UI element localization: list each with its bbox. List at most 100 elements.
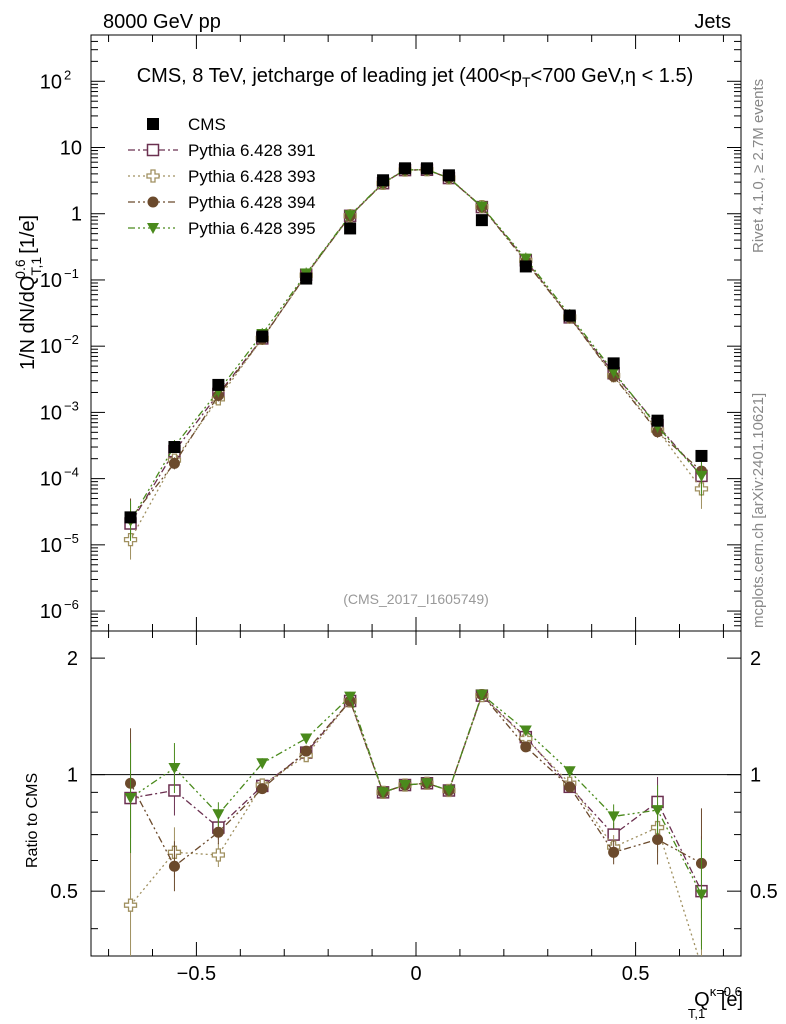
x-tick-label: −0.5: [177, 963, 216, 985]
ratio-series-3: [125, 689, 707, 919]
cms-point: [563, 309, 576, 322]
y-tick-exponent: −6: [64, 597, 79, 612]
cms-point: [420, 162, 433, 175]
ratio-y-tick-label-right: 0.5: [750, 881, 778, 903]
ratio-y-tick-label: 0.5: [50, 881, 78, 903]
ratio-y-tick-label: 2: [67, 648, 78, 670]
x-tick-label: 0.5: [622, 963, 650, 985]
ratio-series-group: [123, 688, 708, 972]
ratio-line: [130, 694, 703, 892]
ratio-point: [300, 733, 313, 745]
cms-point: [124, 511, 137, 524]
ratio-point: [399, 780, 412, 792]
series-line: [129, 169, 702, 540]
series-layer: [123, 162, 709, 560]
y-tick-label: 1: [71, 204, 82, 226]
cms-point: [168, 441, 181, 454]
ratio-point: [652, 833, 664, 845]
legend-label: CMS: [188, 115, 226, 134]
cms-point: [300, 272, 313, 285]
legend-item: Pythia 6.428 395: [128, 219, 316, 238]
ratio-point: [211, 848, 226, 862]
ratio-point: [300, 745, 312, 757]
y-tick-exponent: 2: [64, 67, 71, 82]
ratio-point: [256, 758, 269, 770]
ratio-point: [442, 785, 455, 797]
y-tick-label: 10: [40, 71, 62, 93]
ratio-point: [124, 793, 137, 805]
ratio-y-tick-label: 1: [67, 765, 78, 787]
chart-title: CMS, 8 TeV, jetcharge of leading jet (40…: [137, 65, 694, 90]
ratio-point: [475, 689, 488, 701]
ratio-point: [212, 826, 224, 838]
cms-point: [695, 449, 708, 462]
legend-marker: [147, 118, 159, 130]
ratio-point: [651, 805, 664, 817]
cms-point: [212, 378, 225, 391]
legend-marker: [146, 169, 160, 183]
ratio-point: [168, 763, 181, 775]
cms-point: [651, 414, 664, 427]
ratio-line: [130, 694, 699, 956]
y-tick-exponent: −5: [64, 531, 79, 546]
legend-label: Pythia 6.428 395: [188, 219, 316, 238]
ratio-point: [123, 898, 138, 912]
legend: CMS Pythia 6.428 391 Pythia 6.428 393 Pythi…: [128, 115, 316, 238]
legend-label: Pythia 6.428 393: [188, 167, 316, 186]
legend-item: Pythia 6.428 391: [128, 141, 316, 160]
ratio-point: [420, 778, 433, 790]
y-tick-label: 10: [40, 535, 62, 557]
legend-item: Pythia 6.428 393: [128, 167, 316, 186]
y-tick-exponent: −1: [64, 266, 79, 281]
cms-point: [399, 162, 412, 175]
series-point: [519, 253, 532, 265]
rivet-label: Rivet 4.1.0, ≥ 2.7M events: [750, 79, 767, 253]
y-tick-exponent: −4: [64, 465, 79, 480]
cms-point: [519, 260, 532, 273]
y-tick-label: 10: [60, 138, 82, 160]
ratio-y-tick-label-right: 1: [750, 765, 761, 787]
ratio-point: [608, 846, 620, 858]
legend-label: Pythia 6.428 394: [188, 193, 316, 212]
ratio-point: [695, 889, 708, 901]
ratio-y-tick-label-right: 2: [750, 648, 761, 670]
ratio-series-4: [124, 689, 708, 950]
ratio-line: [130, 693, 703, 895]
legend-marker: [146, 143, 160, 157]
y-axis-label: 1/N dN/dQT,10.6 [1/e]: [12, 215, 44, 370]
ratio-point: [695, 960, 707, 972]
series-point: [695, 470, 708, 482]
ratio-point: [256, 783, 268, 795]
ratio-panel-frame: [90, 630, 742, 957]
y-tick-label: 10: [40, 270, 62, 292]
cms-point: [344, 222, 357, 235]
y-tick-exponent: −3: [64, 398, 79, 413]
ratio-line: [129, 693, 702, 868]
cms-point: [377, 174, 390, 187]
ratio-point: [607, 811, 620, 823]
y-tick-label: 10: [40, 601, 62, 623]
y-tick-exponent: −2: [64, 332, 79, 347]
series-point: [168, 457, 180, 469]
ratio-point: [168, 860, 180, 872]
y-tick-label: 10: [40, 402, 62, 424]
ratio-point: [563, 766, 576, 778]
ratio-point: [520, 741, 532, 753]
cms-point: [442, 169, 455, 182]
y-tick-label: 10: [40, 336, 62, 358]
legend-marker: [147, 223, 159, 234]
legend-item: CMS: [147, 115, 226, 134]
ratio-series-layer: [123, 688, 708, 972]
cms-point: [475, 214, 488, 227]
cms-point: [256, 330, 269, 343]
ratio-y-axis-label: Ratio to CMS: [24, 773, 41, 868]
x-axis-label: Qκ=0.6 T,1 [e]: [688, 984, 743, 1021]
ratio-point: [377, 787, 390, 799]
legend-item: Pythia 6.428 394: [128, 193, 316, 212]
energy-label: 8000 GeV pp: [103, 11, 221, 33]
watermark: (CMS_2017_I1605749): [343, 591, 489, 607]
legend-label: Pythia 6.428 391: [188, 141, 316, 160]
x-tick-label: 0: [410, 963, 421, 985]
